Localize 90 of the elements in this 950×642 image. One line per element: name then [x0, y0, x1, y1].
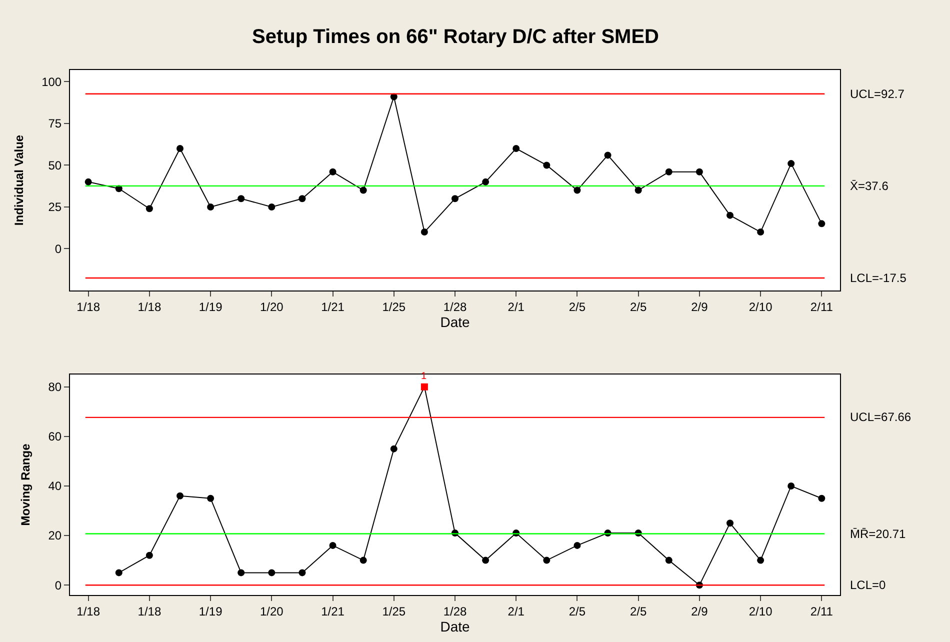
annotation: 1	[421, 371, 427, 382]
y-tick-label: 20	[48, 528, 62, 543]
ref-line-label: M̄R̄=20.71	[850, 527, 906, 541]
point	[634, 186, 642, 194]
point	[238, 195, 245, 202]
point	[329, 168, 336, 176]
point	[176, 145, 184, 152]
x-tick-label: 1/20	[260, 604, 284, 618]
point	[268, 203, 276, 210]
point	[543, 556, 550, 564]
point	[452, 195, 458, 202]
point	[176, 492, 184, 500]
point	[298, 195, 306, 202]
point	[726, 520, 734, 527]
ref-line-label: UCL=67.66	[850, 410, 912, 424]
ref-line-label: LCL=0	[850, 578, 886, 592]
point	[818, 494, 826, 502]
point	[757, 556, 764, 564]
point	[298, 569, 306, 576]
x-tick-label: 2/10	[748, 300, 773, 314]
point	[665, 168, 672, 176]
ref-line-label: LCL=-17.5	[850, 271, 907, 285]
y-tick-label: 40	[48, 479, 62, 494]
x-tick-label: 2/9	[691, 604, 708, 618]
point	[788, 482, 795, 490]
x-tick-label: 2/9	[691, 300, 708, 314]
point	[482, 556, 490, 564]
x-tick-label: 2/11	[810, 300, 834, 314]
y-tick-label: 0	[54, 578, 62, 592]
x-tick-label: 1/18	[76, 604, 100, 618]
ref-line-label: UCL=92.7	[850, 87, 905, 101]
x-tick-label: 2/11	[810, 604, 834, 618]
point	[696, 168, 703, 176]
point	[543, 162, 550, 169]
point	[84, 178, 92, 186]
y-axis-title: Individual Value	[12, 134, 26, 226]
point	[207, 203, 214, 210]
x-tick-label: 2/1	[508, 300, 525, 314]
chart-title: Setup Times on 66" Rotary D/C after SMED	[252, 26, 659, 48]
point	[360, 186, 367, 194]
x-tick-label: 1/28	[443, 300, 467, 314]
x-tick-label: 1/21	[321, 604, 345, 618]
point	[146, 205, 153, 212]
x-tick-label: 1/18	[138, 604, 162, 618]
ref-line-label: X̄=37.6	[850, 179, 889, 193]
point	[360, 556, 367, 564]
x-tick-label: 2/10	[748, 604, 773, 618]
point	[268, 569, 276, 576]
x-tick-label: 1/25	[382, 300, 406, 314]
point	[788, 160, 795, 168]
y-tick-label: 100	[42, 74, 62, 89]
x-tick-label: 1/18	[138, 300, 162, 314]
point	[818, 220, 826, 228]
point	[238, 569, 245, 576]
point	[482, 178, 490, 186]
point	[726, 212, 734, 219]
x-tick-label: 1/25	[382, 604, 406, 618]
x-axis-title: Date	[440, 314, 470, 330]
point	[329, 542, 336, 549]
x-tick-label: 2/1	[508, 604, 525, 618]
y-axis-title: Moving Range	[18, 443, 33, 526]
point	[115, 569, 122, 576]
point	[207, 494, 214, 502]
y-tick-label: 80	[48, 380, 62, 394]
point	[604, 152, 612, 159]
x-tick-label: 1/20	[260, 300, 284, 314]
x-tick-label: 1/19	[198, 604, 223, 618]
x-tick-label: 1/19	[198, 300, 223, 314]
y-tick-label: 75	[48, 116, 62, 131]
y-tick-label: 60	[48, 430, 62, 444]
point	[665, 556, 672, 564]
point	[390, 445, 398, 452]
point	[420, 383, 428, 390]
x-tick-label: 1/18	[76, 300, 100, 314]
point	[420, 228, 428, 236]
x-tick-label: 2/5	[568, 604, 586, 618]
point	[574, 186, 581, 194]
x-tick-label: 2/5	[630, 604, 647, 618]
y-tick-label: 25	[48, 200, 62, 214]
point	[574, 542, 581, 549]
x-tick-label: 2/5	[568, 300, 586, 314]
x-tick-label: 2/5	[630, 300, 647, 314]
point	[146, 552, 153, 559]
point	[512, 145, 520, 152]
y-tick-label: 50	[48, 158, 62, 172]
x-tick-label: 1/21	[321, 300, 345, 314]
x-axis-title: Date	[440, 618, 470, 634]
point	[757, 228, 764, 236]
y-tick-label: 0	[54, 242, 62, 256]
x-tick-label: 1/28	[443, 604, 467, 618]
